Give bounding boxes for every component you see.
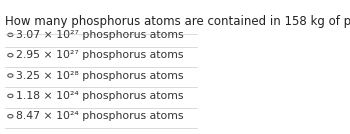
Text: 3.25 × 10²⁸ phosphorus atoms: 3.25 × 10²⁸ phosphorus atoms (16, 70, 184, 81)
Text: How many phosphorus atoms are contained in 158 kg of phosphorus?: How many phosphorus atoms are contained … (5, 15, 350, 28)
Text: 3.07 × 10²⁷ phosphorus atoms: 3.07 × 10²⁷ phosphorus atoms (16, 30, 184, 40)
Text: 8.47 × 10²⁴ phosphorus atoms: 8.47 × 10²⁴ phosphorus atoms (16, 111, 184, 121)
Text: 1.18 × 10²⁴ phosphorus atoms: 1.18 × 10²⁴ phosphorus atoms (16, 91, 184, 101)
Text: 2.95 × 10²⁷ phosphorus atoms: 2.95 × 10²⁷ phosphorus atoms (16, 50, 184, 60)
